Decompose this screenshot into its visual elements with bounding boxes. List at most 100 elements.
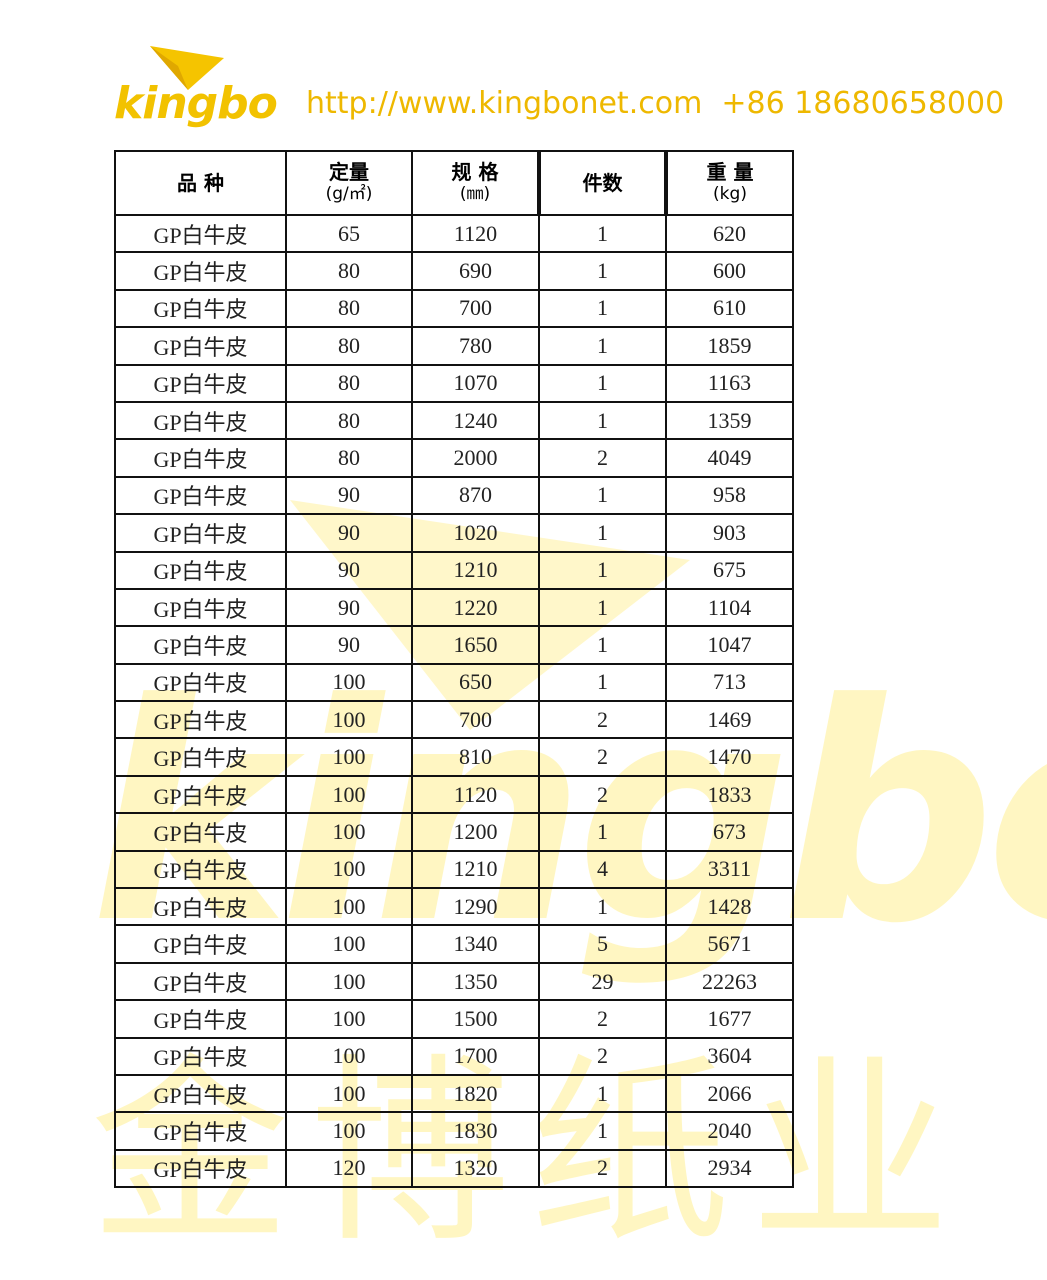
table-cell: 1469 [665,700,794,740]
table-cell: 700 [411,288,540,329]
table-cell: 1240 [411,400,540,441]
table-cell: GP白牛皮 [114,400,287,441]
table-cell: 1 [538,400,667,441]
table-cell: 80 [285,438,413,478]
table-cell: 2934 [665,1148,794,1189]
table-cell: 610 [665,288,794,329]
table-row: GP白牛皮 100 1340 5 5671 [114,924,794,964]
table-row: GP白牛皮 90 870 1 958 [114,475,794,516]
table-row: GP白牛皮 90 1220 1 1104 [114,587,794,628]
table-cell: 1210 [411,849,540,890]
logo: kingbo [114,78,278,129]
table-cell: GP白牛皮 [114,961,287,1002]
table-cell: 2 [538,774,667,815]
table-cell: 80 [285,363,413,403]
table-cell: GP白牛皮 [114,812,287,852]
table-cell: 80 [285,288,413,329]
table-cell: GP白牛皮 [114,438,287,478]
table-cell: 713 [665,662,794,703]
table-cell: 1 [538,1111,667,1151]
table-cell: 2 [538,700,667,740]
table-cell: GP白牛皮 [114,1073,287,1114]
table-cell: 65 [285,213,413,254]
table-cell: 90 [285,625,413,665]
table-row: GP白牛皮 100 700 2 1469 [114,700,794,740]
header-unit: (kg) [713,184,747,204]
table-cell: 1 [538,1073,667,1114]
table-row: GP白牛皮 100 1820 1 2066 [114,1073,794,1114]
table-row: GP白牛皮 100 650 1 713 [114,662,794,703]
table-cell: 675 [665,550,794,590]
table-cell: 810 [411,737,540,777]
table-cell: GP白牛皮 [114,737,287,777]
table-cell: 100 [285,662,413,703]
table-row: GP白牛皮 100 1200 1 673 [114,812,794,852]
table-cell: 1350 [411,961,540,1002]
table-cell: 2 [538,438,667,478]
table-cell: 1 [538,213,667,254]
table-row: GP白牛皮 80 690 1 600 [114,251,794,291]
table-row: GP白牛皮 120 1320 2 2934 [114,1148,794,1189]
table-cell: GP白牛皮 [114,550,287,590]
table-cell: 90 [285,550,413,590]
table-cell: 958 [665,475,794,516]
table-cell: 1200 [411,812,540,852]
table-cell: 1047 [665,625,794,665]
table-row: GP白牛皮 100 1500 2 1677 [114,999,794,1039]
table-cell: 90 [285,475,413,516]
table-cell: 4049 [665,438,794,478]
table-cell: 100 [285,812,413,852]
table-cell: 1 [538,625,667,665]
table-cell: 1120 [411,774,540,815]
table-cell: 29 [538,961,667,1002]
table-cell: 2 [538,737,667,777]
table-cell: GP白牛皮 [114,587,287,628]
table-cell: 1833 [665,774,794,815]
table-cell: 80 [285,400,413,441]
table-cell: 100 [285,924,413,964]
table-cell: GP白牛皮 [114,363,287,403]
table-cell: 1 [538,326,667,366]
table-row: GP白牛皮 100 1120 2 1833 [114,774,794,815]
table-cell: 1428 [665,887,794,927]
table-cell: 1359 [665,400,794,441]
table-cell: GP白牛皮 [114,1111,287,1151]
table-cell: 1020 [411,513,540,553]
table-cell: 22263 [665,961,794,1002]
table-row: GP白牛皮 80 780 1 1859 [114,326,794,366]
table-cell: 120 [285,1148,413,1189]
table-cell: 100 [285,1111,413,1151]
table-cell: GP白牛皮 [114,849,287,890]
table-cell: 1 [538,550,667,590]
table-cell: 80 [285,326,413,366]
header-title: 定量 [329,160,369,184]
table-cell: GP白牛皮 [114,475,287,516]
table-cell: 1340 [411,924,540,964]
table-cell: 650 [411,662,540,703]
table-cell: 1470 [665,737,794,777]
table-cell: 1859 [665,326,794,366]
table-row: GP白牛皮 80 1070 1 1163 [114,363,794,403]
table-cell: 100 [285,1073,413,1114]
header-cell: 重 量 (kg) [664,150,794,216]
table-cell: 1320 [411,1148,540,1189]
table-cell: 1 [538,887,667,927]
table-cell: 1163 [665,363,794,403]
table-cell: 1820 [411,1073,540,1114]
table-cell: GP白牛皮 [114,326,287,366]
table-cell: GP白牛皮 [114,999,287,1039]
table-cell: 1 [538,288,667,329]
table-cell: 100 [285,700,413,740]
table-cell: GP白牛皮 [114,251,287,291]
table-cell: 5671 [665,924,794,964]
table-cell: 1500 [411,999,540,1039]
table-row: GP白牛皮 90 1650 1 1047 [114,625,794,665]
table-row: GP白牛皮 100 1350 29 22263 [114,961,794,1002]
table-cell: 1 [538,251,667,291]
header-cell: 件数 [537,150,667,216]
table-cell: 1830 [411,1111,540,1151]
table-row: GP白牛皮 90 1210 1 675 [114,550,794,590]
table-row: GP白牛皮 100 1700 2 3604 [114,1036,794,1076]
table-cell: 90 [285,513,413,553]
table-cell: 1104 [665,587,794,628]
